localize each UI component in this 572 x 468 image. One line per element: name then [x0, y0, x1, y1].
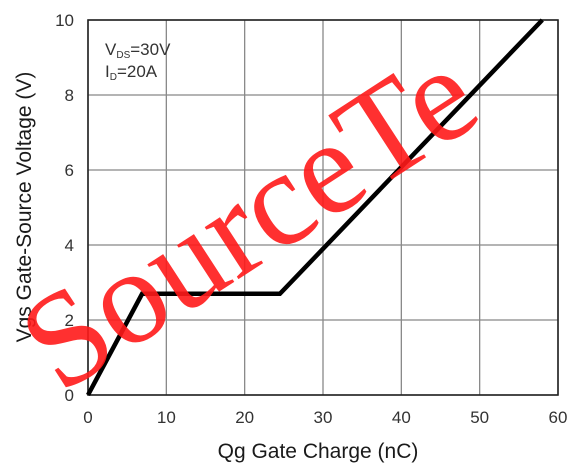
vgs-curve-line — [86, 18, 544, 397]
y-tick-label: 4 — [65, 236, 74, 255]
x-tick-label: 0 — [83, 408, 92, 427]
y-tick-label: 10 — [55, 11, 74, 30]
vds-value: =30V — [130, 40, 171, 59]
id-symbol: I — [105, 62, 110, 81]
id-value: =20A — [117, 62, 158, 81]
vds-subscript: DS — [116, 50, 130, 61]
plot-frame — [87, 19, 559, 396]
x-axis-title: Qg Gate Charge (nC) — [218, 440, 419, 463]
x-tick-label: 50 — [470, 408, 489, 427]
vds-symbol: V — [105, 40, 117, 59]
y-axis-title: Vgs Gate-Source Voltage (V) — [13, 72, 36, 343]
y-tick-label: 8 — [65, 86, 74, 105]
watermark: SourceTe — [0, 19, 502, 421]
y-tick-label: 0 — [65, 386, 74, 405]
x-tick-label: 20 — [235, 408, 254, 427]
x-tick-label: 60 — [549, 408, 568, 427]
id-annotation: ID=20A — [105, 62, 158, 83]
tick-labels: 0 10 20 30 40 50 60 0 2 4 6 8 10 — [55, 11, 567, 427]
y-tick-label: 2 — [65, 311, 74, 330]
y-tick-label: 6 — [65, 161, 74, 180]
x-tick-label: 40 — [392, 408, 411, 427]
x-tick-label: 10 — [157, 408, 176, 427]
watermark-text: SourceTe — [0, 19, 502, 421]
x-tick-label: 30 — [314, 408, 333, 427]
id-subscript: D — [110, 72, 117, 83]
vds-annotation: VDS=30V — [105, 40, 171, 61]
